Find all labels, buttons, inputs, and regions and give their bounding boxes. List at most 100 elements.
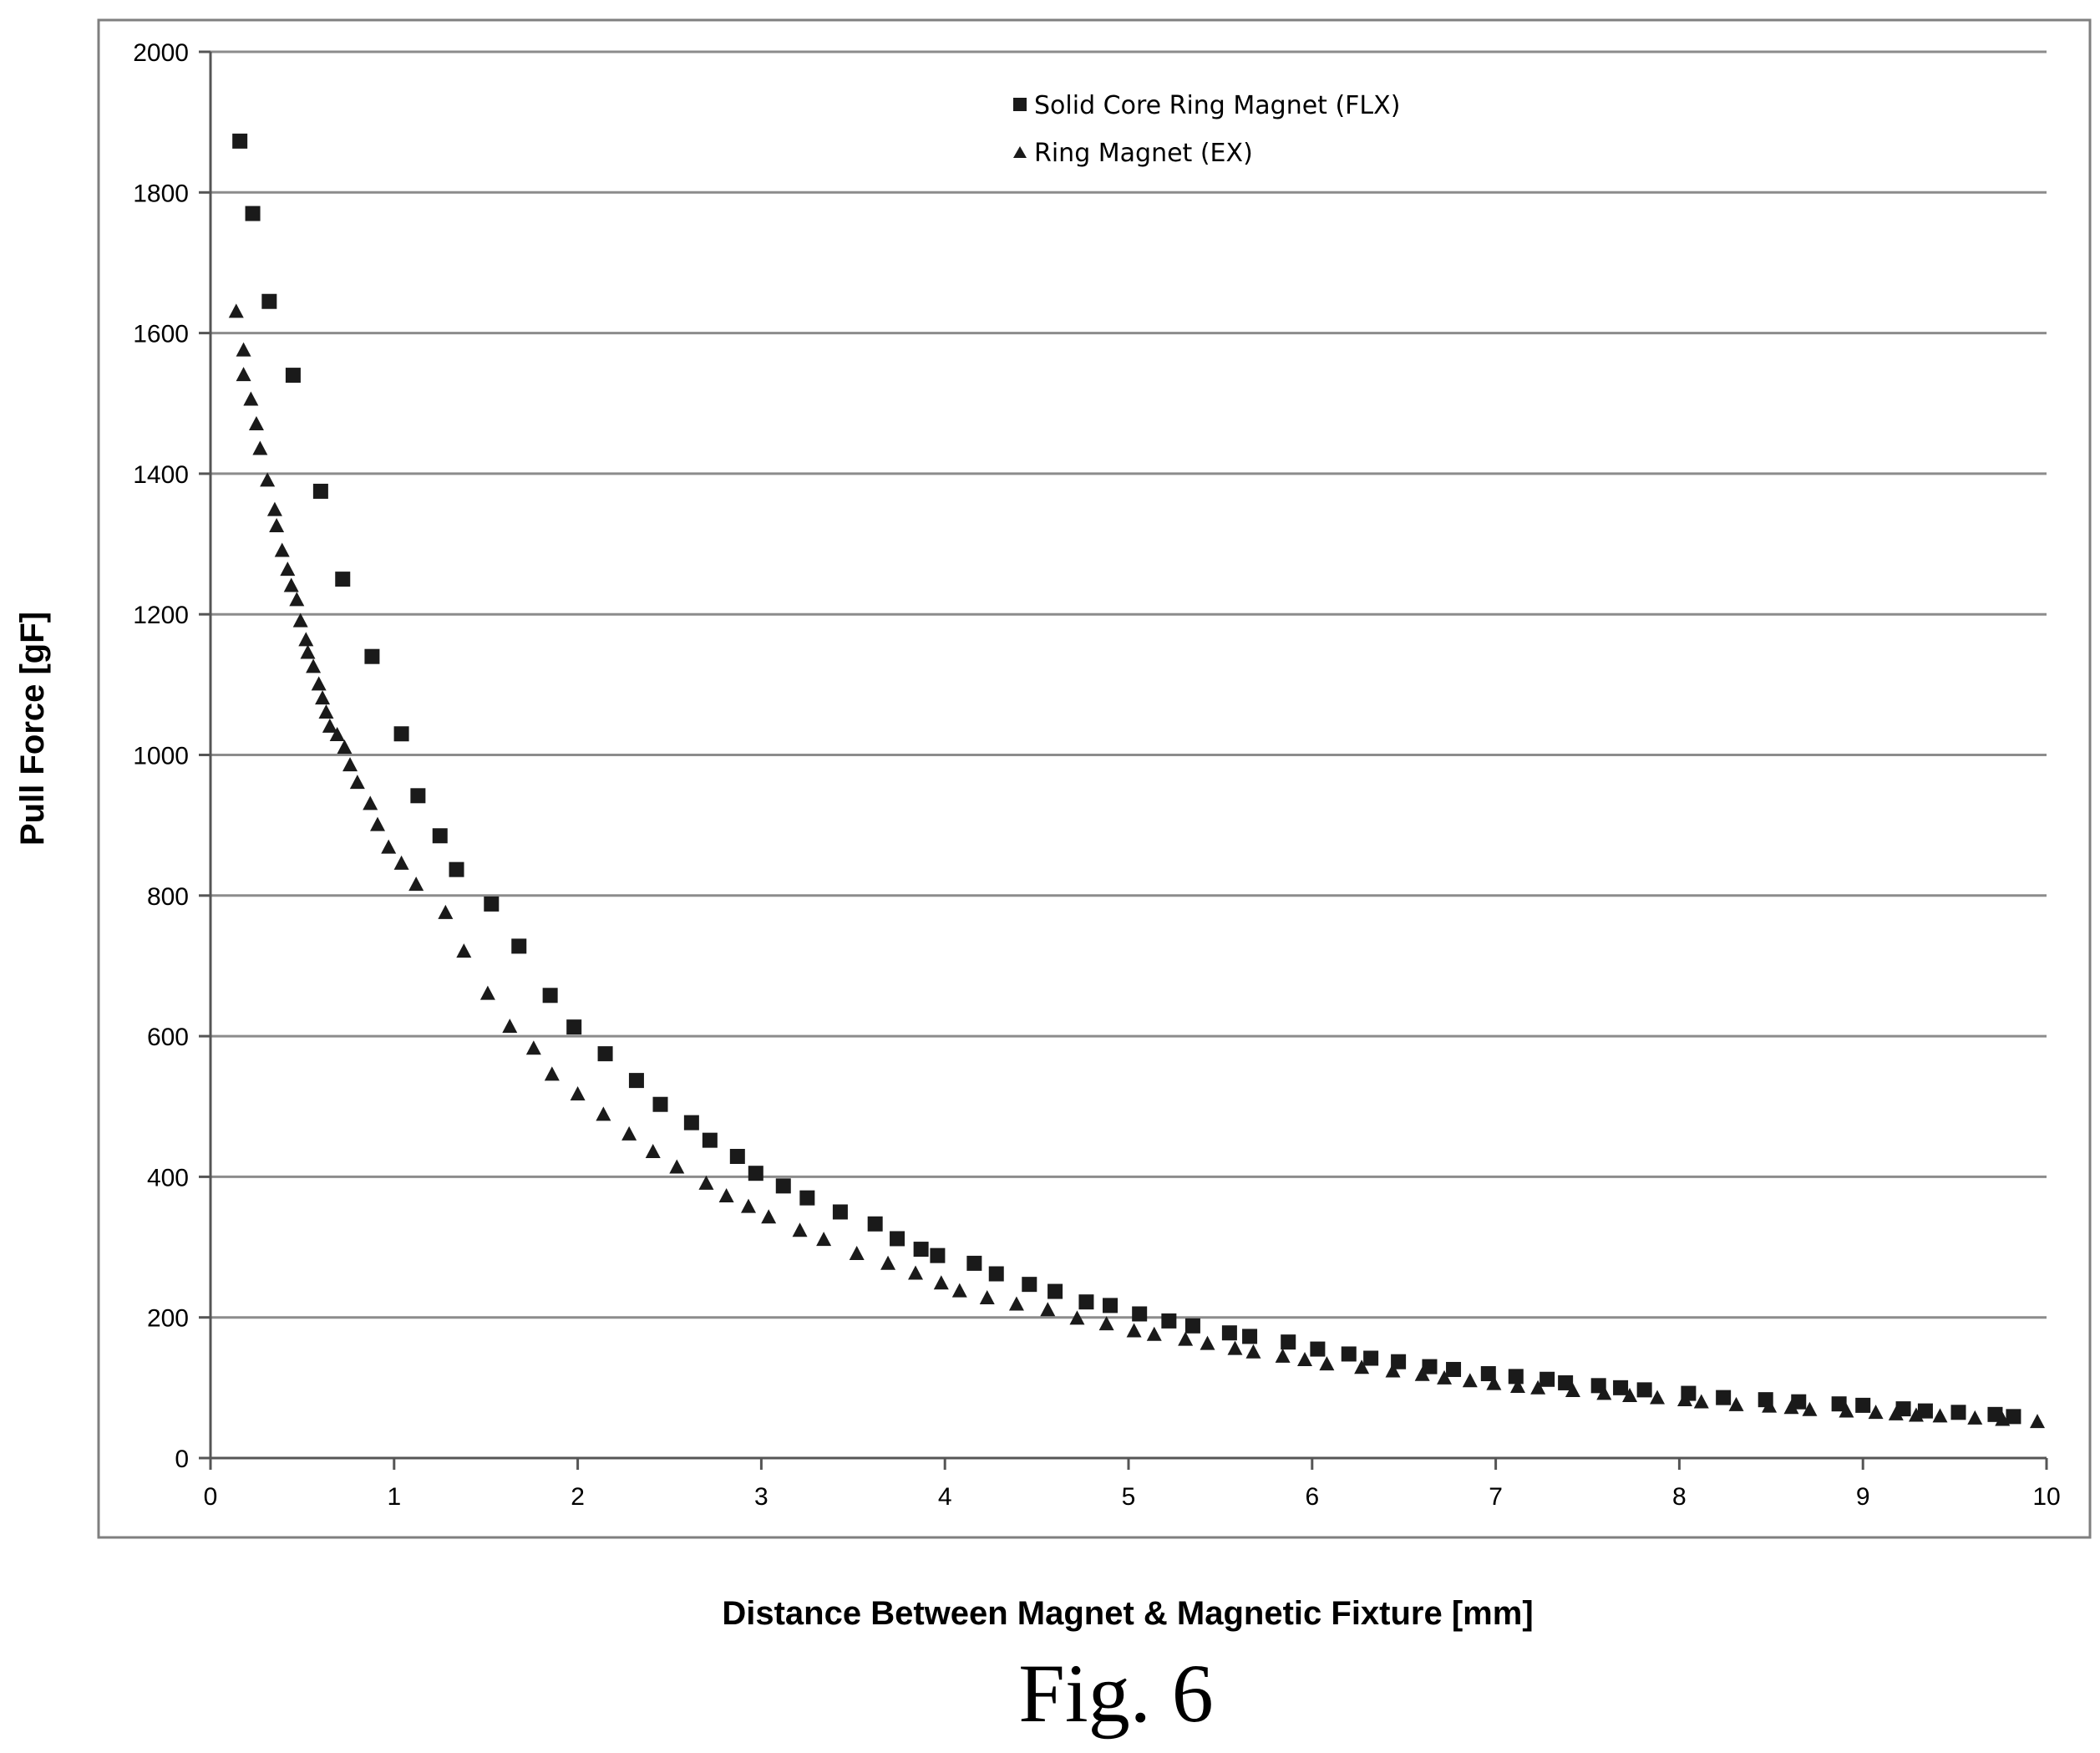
x-tick-label: 5 (1122, 1483, 1136, 1511)
data-point-triangle (1995, 1411, 2011, 1426)
x-tick-label: 1 (387, 1483, 401, 1511)
data-point-square (393, 726, 409, 742)
data-point-square (930, 1247, 946, 1263)
data-point-triangle (370, 816, 386, 831)
y-tick-label: 2000 (133, 39, 189, 67)
data-point-triangle (1486, 1375, 1502, 1390)
data-point-triangle (669, 1159, 685, 1174)
data-point-triangle (1650, 1390, 1666, 1405)
data-point-square (966, 1255, 982, 1271)
x-tick-label: 8 (1672, 1483, 1687, 1511)
data-point-square (542, 988, 558, 1004)
data-point-triangle (1932, 1408, 1948, 1423)
data-point-triangle (479, 985, 495, 1000)
data-point-square (1558, 1374, 1574, 1390)
y-tick-label: 1800 (133, 180, 189, 207)
data-point-triangle (908, 1265, 924, 1280)
data-point-square (1791, 1394, 1807, 1410)
data-point-triangle (300, 644, 316, 659)
y-tick-label: 200 (147, 1305, 189, 1333)
data-point-triangle (1227, 1340, 1243, 1355)
x-tick-label: 6 (1305, 1483, 1319, 1511)
data-point-square (1103, 1298, 1118, 1313)
data-point-triangle (292, 612, 308, 628)
data-point-triangle (1275, 1348, 1291, 1363)
data-point-square (729, 1148, 745, 1164)
data-point-triangle (1509, 1379, 1525, 1394)
data-point-triangle (1414, 1366, 1430, 1381)
data-point-triangle (1245, 1344, 1261, 1359)
data-point-triangle (1126, 1323, 1142, 1338)
data-point-square (1363, 1350, 1379, 1366)
data-point-triangle (1693, 1394, 1709, 1409)
data-point-square (1078, 1294, 1094, 1310)
data-point-square (1184, 1318, 1200, 1334)
data-point-triangle (363, 795, 378, 810)
x-axis-title: Distance Between Magnet & Magnetic Fixtu… (722, 1595, 1533, 1632)
data-point-square (683, 1115, 699, 1131)
data-point-triangle (1783, 1400, 1799, 1415)
data-point-triangle (298, 632, 314, 647)
data-point-triangle (1622, 1387, 1638, 1402)
y-tick-label: 1600 (133, 321, 189, 348)
y-tick-label: 1000 (133, 743, 189, 770)
x-tick-labels: 0 1 2 3 4 5 6 7 8 9 10 (204, 1483, 2061, 1511)
data-point-triangle (1565, 1383, 1580, 1398)
data-point-triangle (342, 757, 358, 772)
data-point-triangle (1839, 1403, 1854, 1418)
legend-marker-square (1013, 98, 1027, 111)
data-point-triangle (228, 303, 244, 318)
data-point-triangle (544, 1066, 560, 1081)
data-point-square (484, 896, 500, 912)
x-tick-label: 2 (571, 1483, 585, 1511)
data-point-triangle (761, 1209, 777, 1224)
data-point-square (1480, 1366, 1496, 1382)
data-point-square (1636, 1382, 1652, 1398)
data-point-square (232, 133, 248, 149)
data-series (228, 133, 2046, 1429)
data-point-triangle (283, 577, 299, 592)
data-point-triangle (393, 855, 409, 870)
data-point-triangle (274, 542, 290, 557)
data-point-triangle (1437, 1369, 1453, 1385)
data-point-square (312, 483, 328, 499)
data-point-square (867, 1216, 883, 1232)
y-axis-title: Pull Force [gF] (14, 612, 51, 846)
data-point-triangle (2030, 1414, 2046, 1429)
data-point-square (832, 1204, 848, 1220)
data-point-triangle (621, 1125, 637, 1141)
data-point-square (1221, 1325, 1237, 1341)
gridlines (211, 50, 2047, 1319)
data-point-triangle (438, 904, 454, 919)
data-point-square (1613, 1380, 1629, 1395)
x-tick-label: 3 (754, 1483, 768, 1511)
data-point-triangle (315, 690, 331, 705)
data-point-triangle (243, 391, 259, 406)
data-point-square (566, 1019, 582, 1035)
data-point-triangle (248, 415, 264, 430)
data-point-square (1987, 1406, 2003, 1422)
data-point-triangle (236, 367, 251, 382)
data-point-triangle (1297, 1352, 1313, 1367)
x-tick-label: 7 (1489, 1483, 1503, 1511)
y-tick-label: 1400 (133, 461, 189, 489)
data-point-square (1310, 1341, 1326, 1357)
legend: Solid Core Ring Magnet (FLX) Ring Magnet… (1013, 91, 1400, 168)
data-point-square (1895, 1401, 1911, 1417)
data-point-triangle (792, 1222, 808, 1237)
data-point-square (628, 1073, 644, 1089)
data-point-triangle (1178, 1331, 1194, 1346)
data-point-triangle (596, 1106, 611, 1121)
data-point-triangle (1200, 1335, 1215, 1350)
data-point-triangle (280, 561, 296, 577)
data-point-triangle (322, 718, 337, 733)
series-square (232, 133, 2021, 1425)
data-point-square (988, 1266, 1004, 1282)
data-point-triangle (1728, 1396, 1744, 1411)
data-point-square (1281, 1334, 1296, 1350)
data-point-square (1917, 1403, 1933, 1419)
data-point-square (890, 1231, 905, 1247)
data-point-triangle (269, 518, 285, 533)
data-point-triangle (1967, 1410, 1983, 1425)
